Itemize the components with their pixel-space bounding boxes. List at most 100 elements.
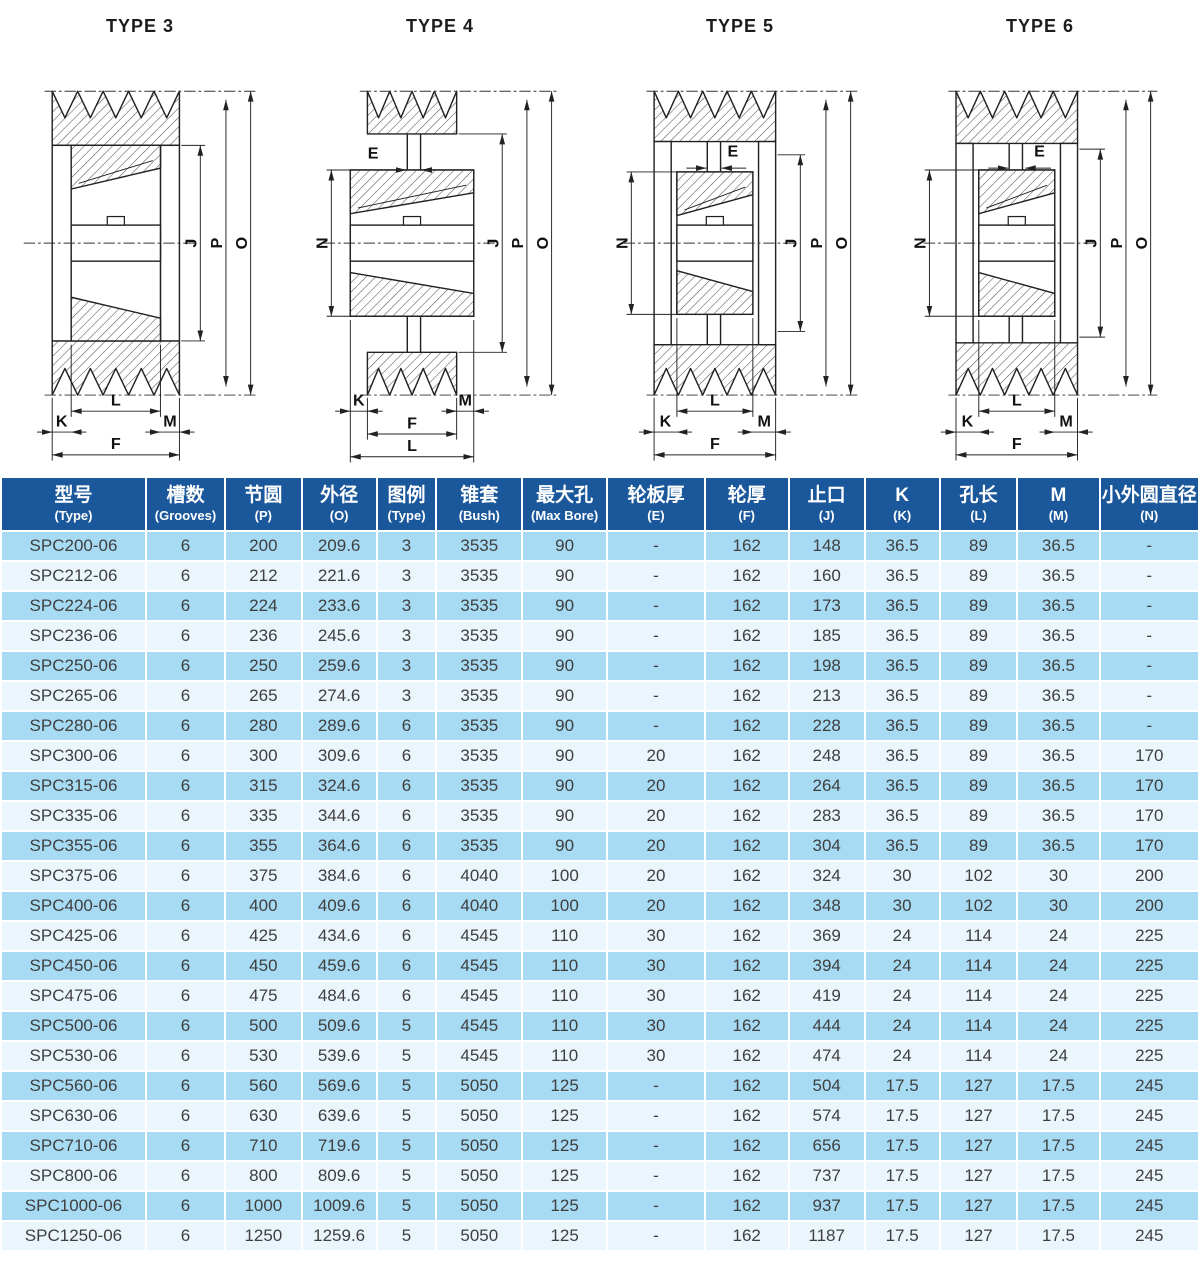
column-header-en: (O) (329, 508, 349, 523)
table-cell: 17.5 (1016, 1220, 1101, 1252)
table-cell: 6 (375, 770, 438, 802)
table-cell: 20 (606, 860, 706, 892)
table-row: SPC200-06 6 200 209.6 3 3535 90-162 148 36.5 89 36… (0, 530, 1200, 562)
table-cell: SPC212-06 (0, 560, 147, 592)
table-row: SPC710-06 6 710 719.6 5 5050 125-162 656 17.5 127… (0, 1130, 1200, 1162)
table-cell: 17.5 (1016, 1070, 1101, 1102)
table-cell: 6 (375, 890, 438, 922)
table-cell: 114 (938, 950, 1019, 982)
table-cell: 283 (787, 800, 866, 832)
table-cell: 30 (606, 980, 706, 1012)
table-cell: 162 (703, 620, 790, 652)
table-cell: 90 (521, 620, 609, 652)
table-cell: 36.5 (863, 680, 941, 712)
table-cell: 6 (144, 680, 227, 712)
table-row: SPC315-06 6 315 324.6 6 3535 90 20 162 264 36.5 89 3… (0, 770, 1200, 802)
table-cell: 162 (703, 530, 790, 562)
table-cell: SPC236-06 (0, 620, 147, 652)
table-cell: 434.6 (300, 920, 378, 952)
table-cell: 24 (1016, 950, 1101, 982)
table-row: SPC425-06 6 425 434.6 6 4545 110 30 162 369 24 114 2… (0, 920, 1200, 952)
table-cell: 162 (703, 650, 790, 682)
table-cell: 6 (144, 1160, 227, 1192)
table-cell: 160 (787, 560, 866, 592)
table-cell: SPC500-06 (0, 1010, 147, 1042)
table-cell: 5 (375, 1220, 438, 1252)
column-header-en: (F) (738, 508, 756, 523)
column-header-zh: 型号 (54, 485, 93, 506)
diagram-title: TYPE 6 (1005, 16, 1075, 36)
table-cell: 245 (1098, 1070, 1200, 1102)
table-cell: 90 (521, 710, 609, 742)
table-cell: 539.6 (300, 1040, 378, 1072)
table-cell: 737 (787, 1160, 866, 1192)
table-cell: 90 (521, 590, 609, 622)
column-header-zh: K (895, 485, 909, 506)
dim-label-E: E (1034, 143, 1045, 161)
table-cell: 221.6 (300, 560, 378, 592)
table-cell: 6 (375, 950, 438, 982)
table-cell: 125 (521, 1100, 609, 1132)
table-cell: 36.5 (863, 530, 941, 562)
dim-label-J: J (1083, 239, 1101, 248)
table-row: SPC630-06 6 630 639.6 5 5050 125-162 574 17.5 127… (0, 1100, 1200, 1132)
table-cell: 3535 (435, 710, 524, 742)
table-cell: 36.5 (1016, 830, 1101, 862)
table-cell: 1000 (224, 1190, 303, 1222)
table-cell: 937 (787, 1190, 866, 1222)
table-cell: 162 (703, 950, 790, 982)
table-cell: - (606, 620, 706, 652)
table-cell: - (1098, 710, 1200, 742)
table-cell: 315 (224, 770, 303, 802)
table-cell: 245 (1098, 1100, 1200, 1132)
table-cell: 36.5 (863, 740, 941, 772)
dim-label-K: K (962, 412, 974, 430)
table-cell: 30 (606, 1040, 706, 1072)
column-header-zh: 小外圆直径 (1101, 485, 1197, 506)
table-cell: 30 (863, 890, 941, 922)
table-cell: 5050 (435, 1160, 524, 1192)
table-row: SPC212-06 6 212 221.6 3 3535 90-162 160 36.5 89 36… (0, 560, 1200, 592)
table-cell: 6 (144, 1130, 227, 1162)
table-cell: 24 (863, 950, 941, 982)
table-cell: 100 (521, 860, 609, 892)
table-cell: 36.5 (863, 620, 941, 652)
table-cell: SPC375-06 (0, 860, 147, 892)
diagram-title: TYPE 5 (705, 16, 775, 36)
table-cell: SPC315-06 (0, 770, 147, 802)
table-row: SPC335-06 6 335 344.6 6 3535 90 20 162 283 36.5 89 3… (0, 800, 1200, 832)
table-cell: 127 (938, 1190, 1019, 1222)
table-cell: 30 (1016, 890, 1101, 922)
table-cell: 569.6 (300, 1070, 378, 1102)
table-cell: 90 (521, 530, 609, 562)
table-cell: 17.5 (1016, 1130, 1101, 1162)
dim-label-J: J (183, 239, 201, 248)
table-cell: 20 (606, 770, 706, 802)
column-header: 小外圆直径 (N) (1098, 476, 1200, 532)
table-cell: 504 (787, 1070, 866, 1102)
table-cell: 110 (521, 950, 609, 982)
table-cell: 162 (703, 710, 790, 742)
table-row: SPC560-06 6 560 569.6 5 5050 125-162 504 17.5 127… (0, 1070, 1200, 1102)
table-cell: 24 (863, 1010, 941, 1042)
dim-label-L: L (111, 391, 121, 409)
table-cell: 90 (521, 680, 609, 712)
table-cell: 170 (1098, 740, 1200, 772)
table-cell: 89 (938, 740, 1019, 772)
table-cell: 324.6 (300, 770, 378, 802)
column-header-en: (Type) (387, 508, 426, 523)
table-row: SPC1000-06 6 1000 1009.6 5 5050 125-162 937 17.5… (0, 1190, 1200, 1222)
dim-label-O: O (233, 237, 251, 250)
table-cell: 213 (787, 680, 866, 712)
table-cell: 259.6 (300, 650, 378, 682)
column-header: 锥套 (Bush) (435, 476, 524, 532)
table-cell: 90 (521, 560, 609, 592)
column-header-en: (K) (893, 508, 912, 523)
table-cell: 236 (224, 620, 303, 652)
table-cell: 24 (863, 980, 941, 1012)
table-cell: 162 (703, 1190, 790, 1222)
table-cell: 114 (938, 1040, 1019, 1072)
table-cell: 17.5 (863, 1160, 941, 1192)
